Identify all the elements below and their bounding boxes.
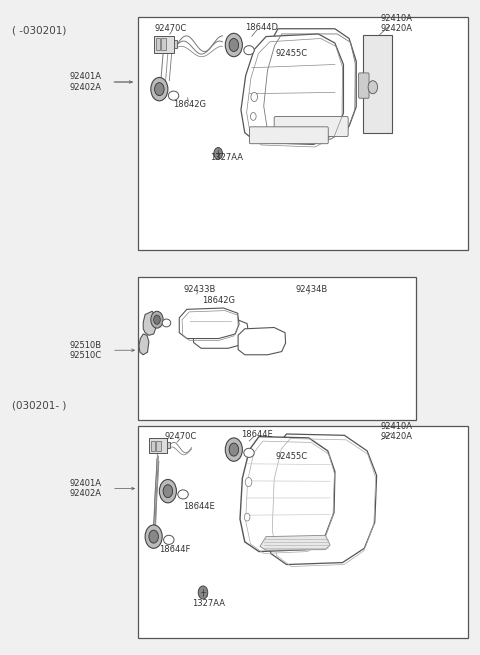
- Text: 92401A
92402A: 92401A 92402A: [70, 72, 102, 92]
- Circle shape: [251, 113, 256, 121]
- Bar: [156, 39, 160, 50]
- Circle shape: [251, 92, 258, 102]
- Polygon shape: [143, 311, 156, 335]
- Text: 1327AA: 1327AA: [211, 153, 243, 162]
- Text: 18642G: 18642G: [202, 295, 235, 305]
- Circle shape: [368, 81, 378, 94]
- Polygon shape: [179, 308, 239, 339]
- Ellipse shape: [168, 91, 179, 100]
- Text: 92410A
92420A: 92410A 92420A: [381, 422, 413, 441]
- Text: 18644F: 18644F: [159, 545, 191, 554]
- Text: 18644E: 18644E: [183, 502, 215, 511]
- Polygon shape: [260, 535, 330, 550]
- Ellipse shape: [164, 535, 174, 544]
- Circle shape: [225, 33, 242, 57]
- Polygon shape: [139, 334, 149, 355]
- Circle shape: [244, 514, 250, 521]
- Circle shape: [151, 77, 168, 101]
- Polygon shape: [258, 29, 356, 136]
- Text: 18644D: 18644D: [245, 23, 278, 32]
- Ellipse shape: [178, 490, 188, 499]
- Bar: [149, 438, 167, 453]
- Text: (030201- ): (030201- ): [12, 400, 67, 411]
- Text: 92510B
92510C: 92510B 92510C: [70, 341, 102, 360]
- Text: 18644E: 18644E: [241, 430, 273, 439]
- Circle shape: [154, 315, 160, 324]
- Circle shape: [198, 586, 208, 599]
- Polygon shape: [240, 437, 335, 552]
- Ellipse shape: [244, 46, 254, 55]
- Circle shape: [149, 530, 158, 543]
- Text: 92470C: 92470C: [164, 432, 196, 441]
- Circle shape: [229, 39, 239, 52]
- Circle shape: [225, 438, 242, 461]
- Text: 18642G: 18642G: [174, 100, 206, 109]
- Text: 92470C: 92470C: [155, 24, 187, 33]
- Circle shape: [214, 147, 222, 159]
- Text: 92433B: 92433B: [183, 286, 216, 294]
- Circle shape: [155, 83, 164, 96]
- Text: 92401A
92402A: 92401A 92402A: [70, 479, 102, 498]
- Bar: [138, 426, 468, 638]
- Text: 92410A
92420A: 92410A 92420A: [381, 14, 413, 33]
- Polygon shape: [266, 434, 377, 565]
- Bar: [151, 441, 155, 451]
- Bar: [156, 441, 161, 451]
- Text: ( -030201): ( -030201): [12, 25, 67, 35]
- Circle shape: [163, 485, 173, 498]
- Polygon shape: [241, 34, 343, 144]
- Circle shape: [159, 479, 177, 503]
- Bar: [363, 35, 392, 133]
- Polygon shape: [193, 318, 249, 348]
- FancyBboxPatch shape: [274, 117, 348, 136]
- Circle shape: [245, 477, 252, 487]
- Ellipse shape: [162, 319, 171, 327]
- Bar: [138, 17, 468, 250]
- Text: 92455C: 92455C: [276, 451, 308, 460]
- Bar: [154, 36, 174, 53]
- Circle shape: [145, 525, 162, 548]
- Circle shape: [151, 311, 163, 328]
- Text: 1327AA: 1327AA: [192, 599, 226, 608]
- Bar: [167, 442, 170, 448]
- Text: 92455C: 92455C: [276, 49, 308, 58]
- Bar: [138, 277, 416, 420]
- Circle shape: [229, 443, 239, 456]
- Polygon shape: [238, 328, 286, 355]
- FancyBboxPatch shape: [250, 127, 328, 143]
- Ellipse shape: [244, 448, 254, 457]
- Text: 92434B: 92434B: [296, 286, 328, 294]
- FancyBboxPatch shape: [359, 73, 369, 98]
- Bar: [174, 41, 178, 48]
- Bar: [161, 39, 166, 50]
